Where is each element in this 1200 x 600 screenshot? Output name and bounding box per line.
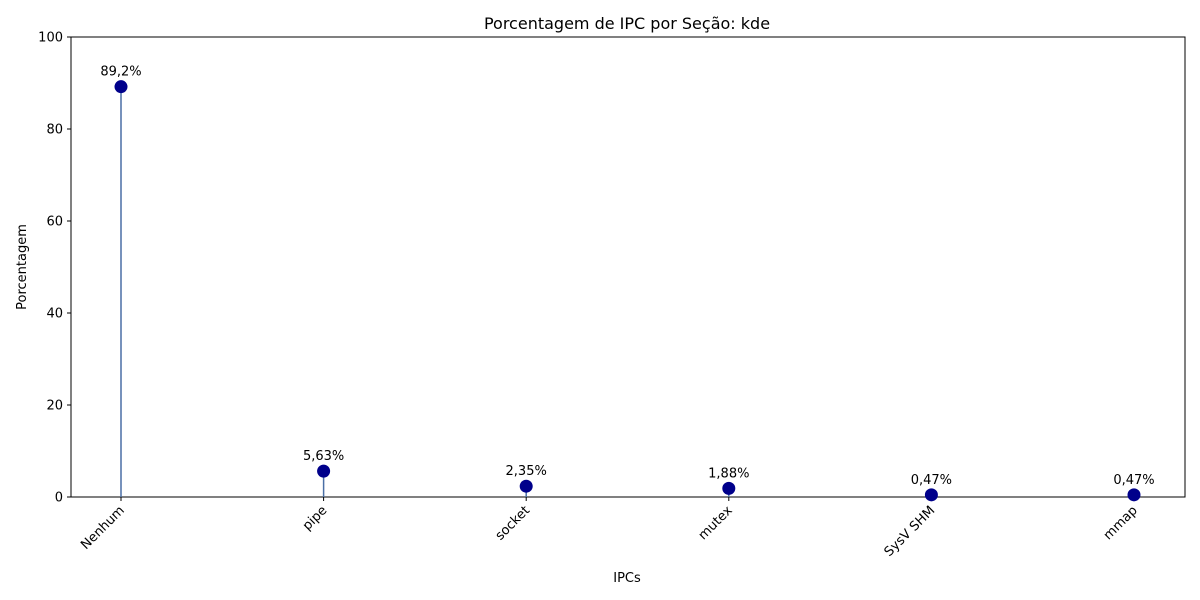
- x-tick-label: Nenhum: [78, 503, 128, 553]
- data-marks: 89,2% 5,63% 2,35% 1,88% 0,47% 0,47%: [100, 65, 1155, 502]
- y-axis-title: Porcentagem: [15, 224, 30, 310]
- y-tick-label: 20: [46, 399, 63, 414]
- chart-title: Porcentagem de IPC por Seção: kde: [484, 14, 770, 33]
- data-label: 89,2%: [100, 65, 141, 80]
- lollipop-marker: [519, 479, 533, 493]
- data-label: 0,47%: [911, 473, 952, 488]
- lollipop-marker: [722, 481, 736, 495]
- y-axis: 0 20 40 60 80 100: [38, 31, 71, 506]
- y-tick-label: 100: [38, 31, 63, 46]
- x-tick-label: SysV SHM: [882, 503, 939, 560]
- lollipop-marker: [924, 488, 938, 502]
- y-tick-label: 80: [46, 123, 63, 138]
- y-tick-label: 0: [55, 491, 63, 506]
- lollipop-marker: [1127, 488, 1141, 502]
- x-axis: Nenhum pipe socket mutex SysV SHM mmap: [78, 497, 1141, 560]
- data-label: 0,47%: [1113, 473, 1154, 488]
- x-tick-label: mutex: [696, 503, 736, 543]
- y-tick-label: 40: [46, 307, 63, 322]
- x-tick-label: pipe: [300, 503, 330, 533]
- plot-area: [70, 36, 1186, 498]
- x-tick-label: socket: [493, 503, 533, 543]
- data-label: 2,35%: [506, 464, 547, 479]
- lollipop-marker: [114, 80, 128, 94]
- lollipop-marker: [317, 464, 331, 478]
- y-tick-label: 60: [46, 215, 63, 230]
- data-label: 5,63%: [303, 449, 344, 464]
- x-axis-title: IPCs: [613, 571, 641, 586]
- x-tick-label: mmap: [1101, 503, 1141, 543]
- plot-frame: [70, 36, 1186, 498]
- data-label: 1,88%: [708, 466, 749, 481]
